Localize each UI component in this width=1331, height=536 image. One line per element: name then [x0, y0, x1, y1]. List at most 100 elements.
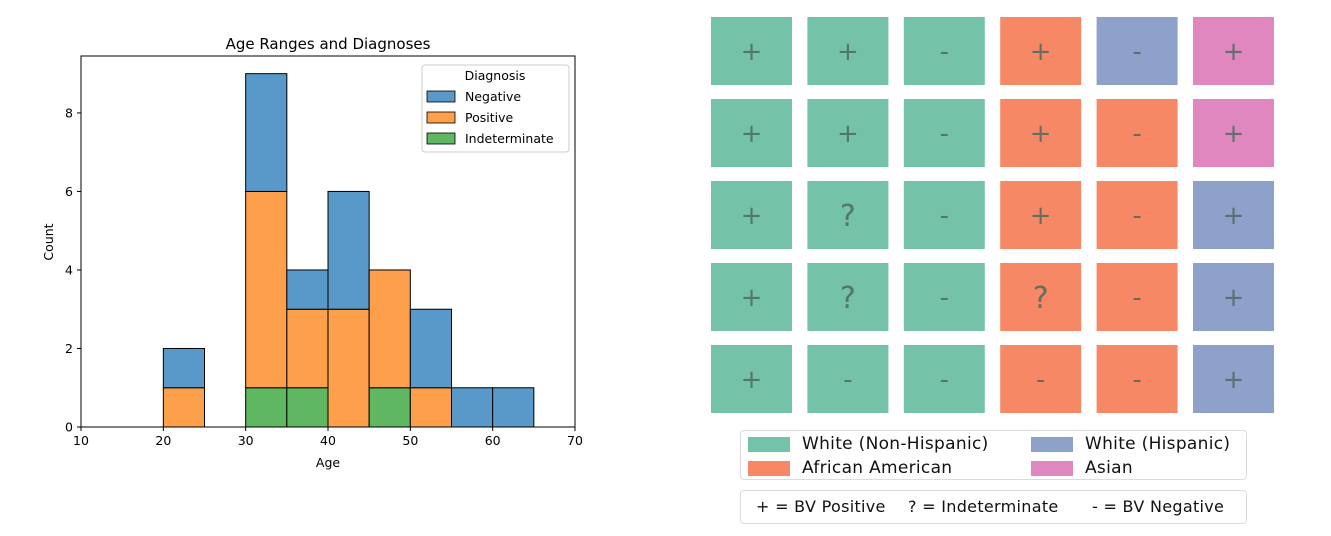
bar-indeterminate-35 — [286, 387, 329, 428]
bar-positive-35 — [286, 308, 329, 389]
waffle-cell-r1-c1 — [711, 17, 792, 85]
waffle-cell-r1-c6 — [1193, 17, 1274, 85]
waffle-symbol-r2-c2: + — [837, 119, 859, 149]
waffle-symbol-r3-c6: + — [1223, 201, 1245, 231]
waffle-symbol-r5-c6: + — [1223, 365, 1245, 395]
waffle-cell-r4-c6 — [1193, 263, 1274, 331]
waffle-symbol-r3-c4: + — [1030, 201, 1052, 231]
waffle-cell-r5-c3 — [903, 345, 985, 413]
waffle-symbol-r1-c1: + — [741, 37, 763, 67]
legend-swatch-indeterminate — [426, 132, 456, 145]
waffle-chart: + + - + - + + + - + - + +? - + - + +? -? - + + - - - - + — [711, 17, 1274, 413]
y-tick-label: 4 — [65, 262, 73, 277]
waffle-symbol-r5-c5: - — [1132, 365, 1141, 395]
legend-label-white-hispanic: White (Hispanic) — [1085, 434, 1231, 454]
waffle-symbol-r2-c5: - — [1132, 119, 1141, 149]
legend-bv-negative: - = BV Negative — [1092, 497, 1225, 516]
waffle-symbol-r3-c2: ? — [840, 199, 856, 234]
x-tick-label: 60 — [485, 433, 501, 448]
legend-label-indeterminate: Indeterminate — [465, 131, 554, 146]
x-tick-label: 50 — [402, 433, 418, 448]
waffle-cell-r4-c3 — [903, 263, 985, 331]
bar-positive-45 — [368, 269, 411, 389]
waffle-cell-r3-c6 — [1193, 181, 1274, 249]
y-tick-label: 6 — [65, 184, 73, 199]
waffle-cell-r5-c6 — [1193, 345, 1274, 413]
waffle-symbol-r5-c3: - — [940, 365, 949, 395]
waffle-symbol-r4-c1: + — [741, 283, 763, 313]
waffle-cell-r4-c4 — [1000, 263, 1082, 331]
waffle-symbol-r3-c5: - — [1132, 201, 1141, 231]
y-tick-label: 2 — [65, 341, 73, 356]
chart-title: Age Ranges and Diagnoses — [226, 35, 431, 53]
waffle-cell-r5-c4 — [1000, 345, 1082, 413]
histogram-chart: Age Ranges and Diagnoses 10 20 30 40 50 60 70 … — [41, 35, 583, 470]
x-tick-label: 30 — [238, 433, 254, 448]
waffle-cell-r2-c2 — [807, 99, 889, 167]
legend-item-white-hispanic: White (Hispanic) — [1031, 433, 1230, 455]
legend-swatch-african-american — [748, 460, 790, 476]
waffle-cell-r5-c5 — [1096, 345, 1178, 413]
legend-label-african-american: African American — [802, 458, 953, 478]
waffle-symbol-r2-c6: + — [1223, 119, 1245, 149]
waffle-symbol-r1-c3: - — [940, 37, 949, 67]
legend-label-asian: Asian — [1085, 458, 1133, 478]
waffle-cell-r3-c4 — [1000, 181, 1082, 249]
waffle-cell-r5-c1 — [711, 345, 792, 413]
legend-label-negative: Negative — [465, 89, 521, 104]
x-tick-label: 20 — [155, 433, 171, 448]
bar-negative-60 — [492, 387, 535, 428]
x-axis-label: Age — [316, 455, 340, 470]
waffle-symbol-r3-c1: + — [741, 201, 763, 231]
waffle-symbol-r4-c4: ? — [1033, 281, 1049, 316]
waffle-symbol-r1-c2: + — [837, 37, 859, 67]
waffle-symbol-r4-c3: - — [940, 283, 949, 313]
waffle-symbol-r2-c3: - — [940, 119, 949, 149]
legend-bv-positive: + = BV Positive — [756, 497, 886, 516]
legend-label-white-non-hispanic: White (Non-Hispanic) — [802, 434, 989, 454]
waffle-cell-r3-c3 — [903, 181, 985, 249]
legend-title: Diagnosis — [465, 68, 526, 83]
legend-item-white-non-hispanic: White (Non-Hispanic) — [748, 433, 989, 455]
bar-positive-30 — [245, 190, 288, 389]
waffle-symbol-r3-c3: - — [940, 201, 949, 231]
bar-negative-30 — [245, 73, 288, 192]
waffle-symbol-r2-c4: + — [1030, 119, 1052, 149]
waffle-cell-r2-c1 — [711, 99, 792, 167]
waffle-cell-r1-c2 — [807, 17, 889, 85]
bar-negative-40 — [327, 190, 370, 310]
waffle-cell-r4-c5 — [1096, 263, 1178, 331]
legend-label-positive: Positive — [465, 110, 513, 125]
bar-negative-55 — [451, 387, 494, 428]
legend-swatch-white-hispanic — [1031, 436, 1073, 452]
bar-negative-20 — [162, 347, 205, 389]
legend-indeterminate: ? = Indeterminate — [908, 497, 1059, 516]
waffle-symbol-r1-c6: + — [1223, 37, 1245, 67]
waffle-symbol-r5-c1: + — [741, 365, 763, 395]
chart-legend: Diagnosis Negative Positive Indeterminat… — [421, 64, 570, 153]
waffle-symbol-r4-c6: + — [1223, 283, 1245, 313]
symbol-legend: + = BV Positive ? = Indeterminate - = BV… — [740, 490, 1247, 524]
waffle-cell-r1-c4 — [1000, 17, 1082, 85]
waffle-cell-r4-c2 — [807, 263, 889, 331]
legend-swatch-positive — [426, 111, 456, 124]
waffle-cell-r2-c4 — [1000, 99, 1082, 167]
x-tick-label: 70 — [567, 433, 583, 448]
waffle-cell-r2-c6 — [1193, 99, 1274, 167]
waffle-symbol-r1-c5: - — [1132, 37, 1141, 67]
legend-swatch-asian — [1031, 460, 1073, 476]
legend-swatch-negative — [426, 90, 456, 103]
legend-item-african-american: African American — [748, 457, 952, 479]
waffle-cell-r1-c5 — [1096, 17, 1178, 85]
bar-negative-50 — [409, 308, 453, 389]
y-axis-label: Count — [41, 223, 56, 260]
legend-swatch-white-non-hispanic — [748, 436, 790, 452]
waffle-symbol-r1-c4: + — [1030, 37, 1052, 67]
y-tick-label: 8 — [65, 105, 73, 120]
waffle-cell-r2-c3 — [903, 99, 985, 167]
waffle-cell-r5-c2 — [807, 345, 889, 413]
y-tick-label: 0 — [65, 420, 73, 435]
waffle-cell-r1-c3 — [903, 17, 985, 85]
waffle-cell-r3-c5 — [1096, 181, 1178, 249]
race-legend: White (Non-Hispanic) African American Wh… — [740, 430, 1247, 480]
